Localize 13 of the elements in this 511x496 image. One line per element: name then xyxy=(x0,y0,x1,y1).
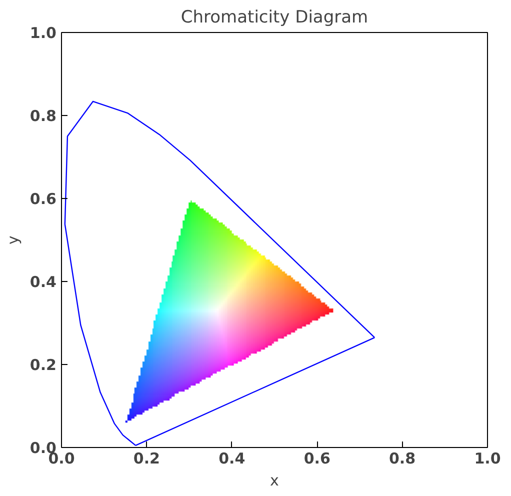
y-tick-label: 0.4 xyxy=(30,273,57,291)
x-tick-label: 0.8 xyxy=(389,450,416,468)
y-tick-label: 0.2 xyxy=(30,356,57,374)
y-axis-title: y xyxy=(4,235,22,244)
chart-title: Chromaticity Diagram xyxy=(180,8,368,28)
y-tick-label: 1.0 xyxy=(30,24,57,42)
x-tick-label: 1.0 xyxy=(474,450,501,468)
y-tick-label: 0.8 xyxy=(30,107,57,125)
x-tick-label: 0.2 xyxy=(133,450,160,468)
x-tick-label: 0.6 xyxy=(304,450,330,468)
x-tick-label: 0.4 xyxy=(218,450,246,468)
x-axis-title: x xyxy=(270,472,280,490)
y-tick-label: 0.6 xyxy=(30,190,57,208)
